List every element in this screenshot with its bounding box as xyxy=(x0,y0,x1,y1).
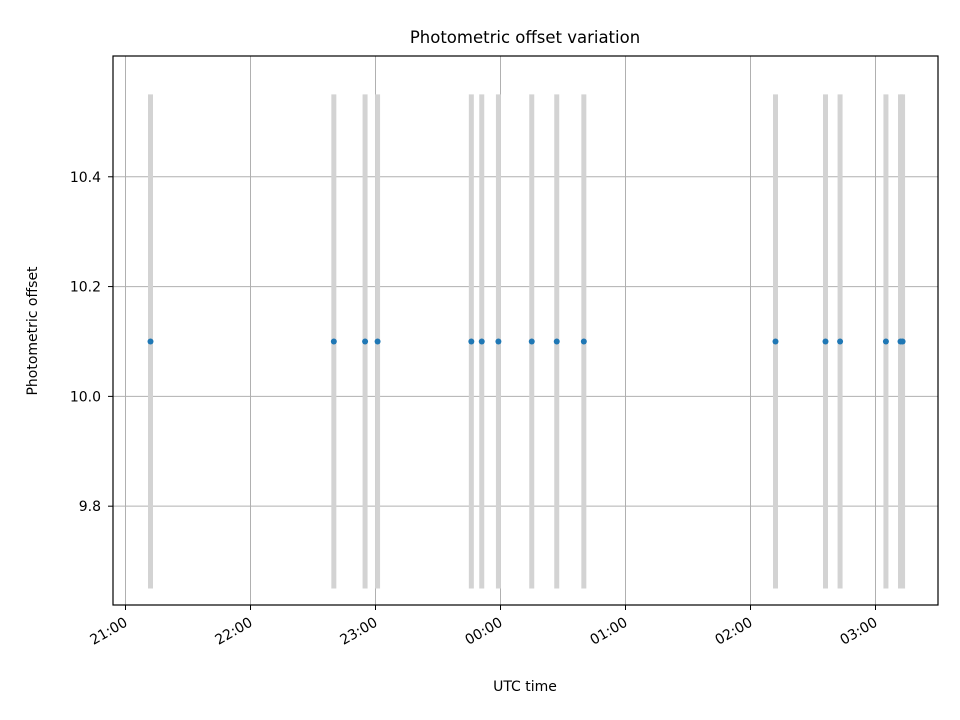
data-point xyxy=(822,338,829,345)
data-point xyxy=(553,338,560,345)
data-point xyxy=(772,338,779,345)
plot-frame xyxy=(112,55,939,606)
data-point xyxy=(374,338,381,345)
data-point xyxy=(362,338,369,345)
chart-title: Photometric offset variation xyxy=(410,28,640,47)
data-point xyxy=(330,338,337,345)
data-point xyxy=(147,338,154,345)
y-tick-label: 10.2 xyxy=(70,280,101,296)
data-point xyxy=(882,338,889,345)
y-tick-label: 9.8 xyxy=(79,499,101,515)
y-axis-label: Photometric offset xyxy=(25,266,41,396)
data-point xyxy=(580,338,587,345)
x-axis-label: UTC time xyxy=(493,679,557,695)
y-axis-ticks: 9.8 10.0 10.2 10.4 xyxy=(70,170,113,515)
data-point xyxy=(478,338,485,345)
data-points xyxy=(147,338,906,345)
y-tick-label: 10.4 xyxy=(70,170,101,186)
y-tick-label: 10.0 xyxy=(70,389,101,405)
data-point xyxy=(528,338,535,345)
data-point xyxy=(468,338,475,345)
data-point xyxy=(899,338,906,345)
data-point xyxy=(495,338,502,345)
data-point xyxy=(837,338,844,345)
